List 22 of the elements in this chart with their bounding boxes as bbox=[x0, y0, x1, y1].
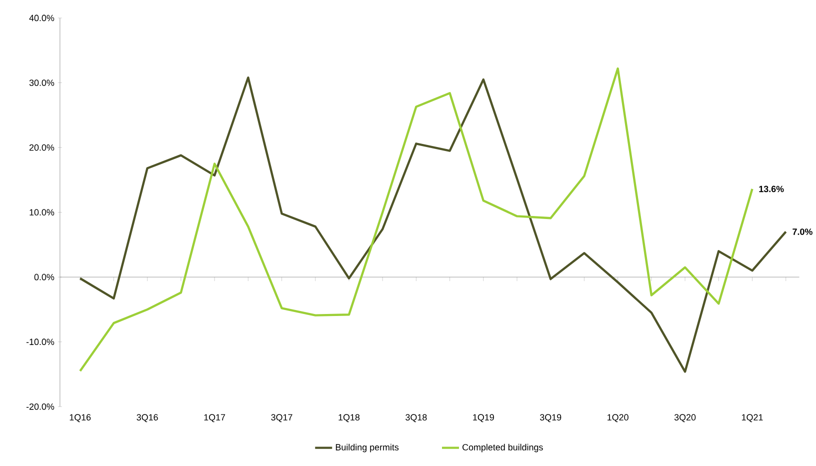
legend-label: Completed buildings bbox=[462, 444, 543, 452]
x-tick-label: 3Q18 bbox=[406, 414, 427, 422]
x-tick-label: 1Q18 bbox=[338, 414, 360, 422]
x-tick-label: 3Q20 bbox=[674, 414, 696, 422]
legend-label: Building permits bbox=[336, 444, 399, 452]
y-tick-label: 0.0% bbox=[34, 274, 54, 280]
x-tick-label: 1Q20 bbox=[608, 414, 628, 422]
y-tick-label: -10.0% bbox=[26, 338, 54, 346]
y-tick-label: -20.0% bbox=[26, 404, 54, 410]
y-tick-label: 10.0% bbox=[30, 209, 54, 216]
x-tick-label: 3Q19 bbox=[540, 414, 562, 422]
x-tick-label: 1Q19 bbox=[473, 414, 494, 422]
data-label: 13.6% bbox=[759, 186, 784, 192]
y-tick-label: 20.0% bbox=[29, 144, 54, 151]
x-tick-label: 1Q16 bbox=[70, 414, 91, 422]
x-tick-label: 1Q17 bbox=[204, 414, 226, 422]
data-label: 7.0% bbox=[792, 228, 812, 236]
x-tick-label: 3Q16 bbox=[136, 414, 158, 422]
x-tick-label: 1Q21 bbox=[742, 414, 763, 422]
y-tick-label: 40.0% bbox=[29, 15, 54, 22]
x-tick-label: 3Q17 bbox=[271, 414, 292, 422]
y-tick-label: 30.0% bbox=[29, 80, 54, 86]
